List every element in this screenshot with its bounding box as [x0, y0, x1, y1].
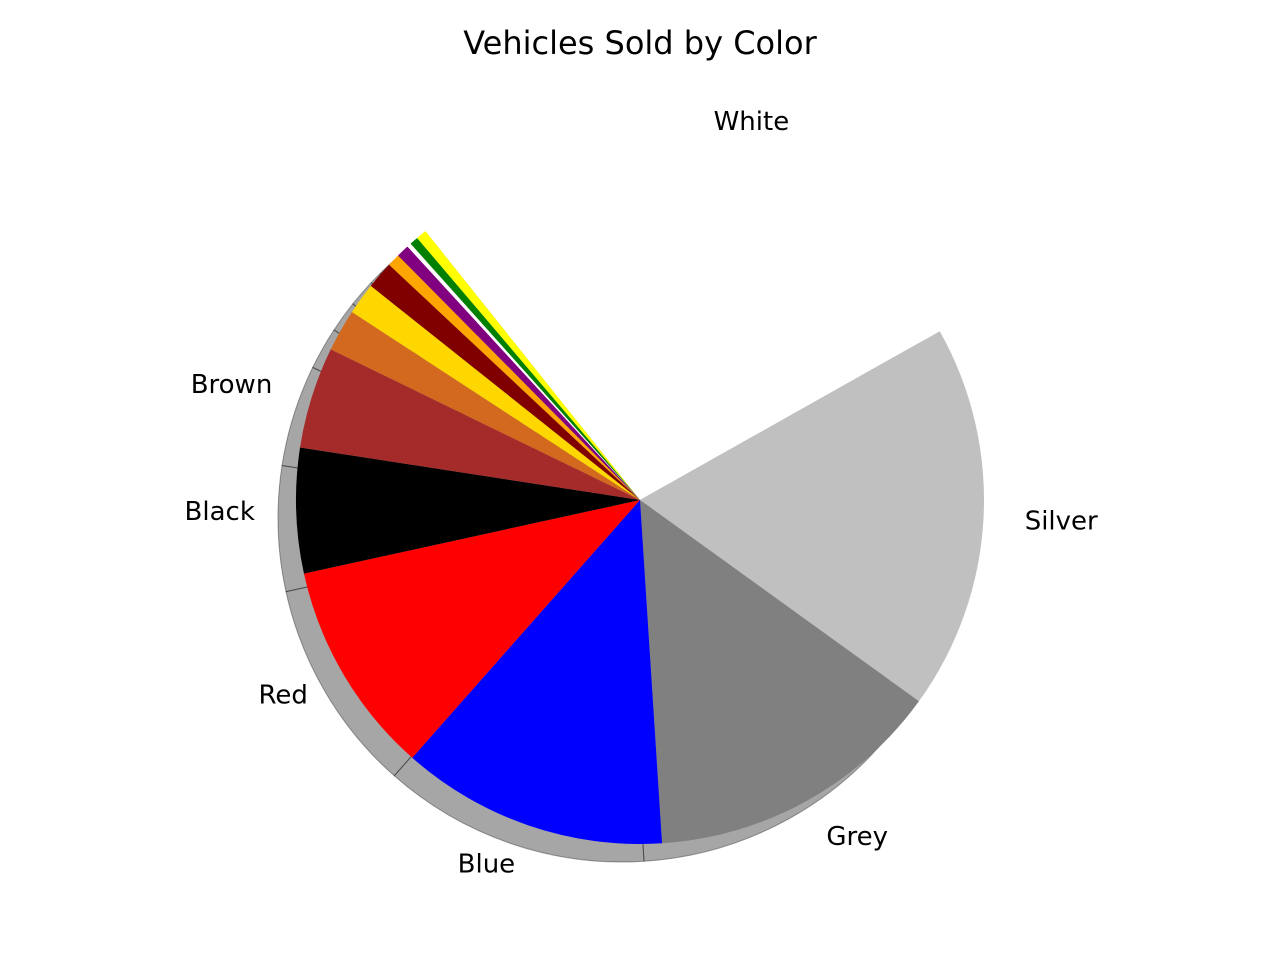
pie-slice-grey [640, 500, 919, 844]
pie-slice-minor-8 [351, 285, 640, 500]
pie-slice-minor-10 [389, 255, 640, 500]
slice-label-silver: Silver [1025, 507, 1098, 537]
pie-slice-blue [412, 500, 663, 844]
pie-slice-layer [295, 156, 985, 844]
slice-label-brown: Brown [191, 370, 273, 400]
pie-slice-minor-11 [398, 246, 640, 500]
slice-label-white: White [714, 107, 790, 137]
pie-slice-minor-9 [370, 264, 640, 500]
pie-slice-minor-14 [417, 231, 640, 500]
pie-slice-minor-12 [407, 243, 640, 500]
slice-label-red: Red [258, 680, 307, 710]
pie-slice-minor-13 [410, 238, 640, 500]
slice-label-black: Black [185, 497, 255, 527]
chart-title: Vehicles Sold by Color [463, 24, 817, 62]
pie-label-layer: White Silver Grey Blue Red Black Brown [185, 107, 1098, 880]
pie-slice-minor-7 [330, 311, 640, 500]
pie-slice-silver [640, 331, 985, 702]
pie-slice-white [425, 156, 940, 501]
pie-slice-black [295, 447, 640, 574]
pie-slice-red [303, 500, 640, 758]
pie-slice-brown [300, 349, 640, 500]
slice-label-grey: Grey [826, 822, 888, 852]
slice-label-blue: Blue [458, 850, 516, 880]
